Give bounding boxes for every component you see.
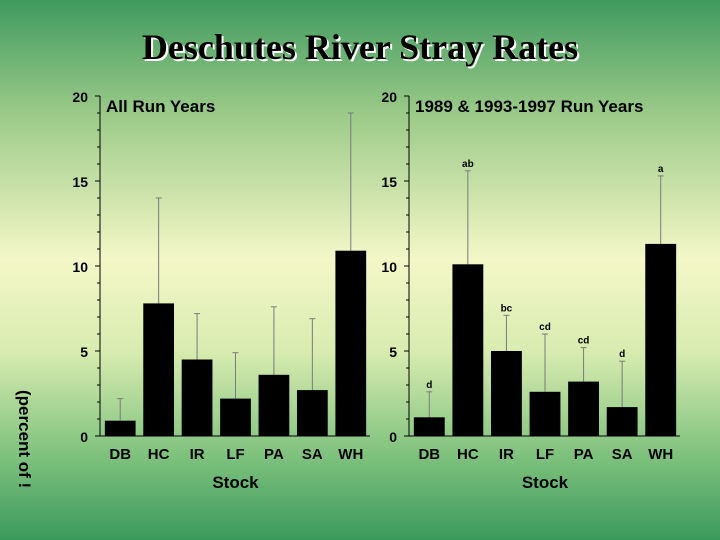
x-tick-label: DB bbox=[109, 446, 131, 463]
bar-hc bbox=[452, 264, 484, 436]
y-tick-label: 15 bbox=[381, 174, 397, 190]
bar-sa bbox=[606, 407, 638, 436]
bar-hc bbox=[143, 303, 175, 436]
bar-pa bbox=[258, 374, 290, 436]
bar-wh bbox=[335, 250, 367, 436]
significance-letter: d bbox=[426, 380, 432, 391]
x-tick-label: WH bbox=[338, 446, 363, 463]
y-tick-label: 10 bbox=[72, 259, 88, 275]
y-tick-label: 5 bbox=[389, 344, 397, 360]
y-tick-label: 15 bbox=[72, 174, 88, 190]
significance-letter: a bbox=[658, 164, 664, 175]
y-tick-label: 5 bbox=[80, 344, 88, 360]
x-tick-label: SA bbox=[612, 446, 633, 463]
x-axis-label: Stock bbox=[212, 473, 259, 492]
y-tick-label: 0 bbox=[389, 429, 397, 445]
panel-title: All Run Years bbox=[106, 97, 215, 116]
x-tick-label: PA bbox=[264, 446, 284, 463]
x-tick-label: IR bbox=[499, 446, 514, 463]
significance-letter: d bbox=[619, 349, 625, 360]
bar-sa bbox=[296, 390, 328, 436]
y-tick-label: 20 bbox=[381, 89, 397, 105]
panel-title: 1989 & 1993-1997 Run Years bbox=[415, 97, 643, 116]
x-tick-label: DB bbox=[418, 446, 440, 463]
significance-letter: ab bbox=[462, 159, 474, 170]
bar-ir bbox=[181, 359, 213, 436]
bar-lf bbox=[529, 391, 561, 436]
bar-lf bbox=[220, 398, 251, 436]
x-tick-label: HC bbox=[457, 446, 479, 463]
x-tick-label: SA bbox=[302, 446, 323, 463]
bar-db bbox=[413, 417, 445, 436]
significance-letter: cd bbox=[578, 336, 590, 347]
page-title: Deschutes River Stray Rates bbox=[141, 27, 579, 67]
x-tick-label: LF bbox=[536, 446, 554, 463]
x-tick-label: WH bbox=[648, 446, 673, 463]
significance-letter: bc bbox=[501, 303, 513, 314]
bar-wh bbox=[645, 243, 677, 436]
y-tick-label: 20 bbox=[72, 89, 88, 105]
bar-db bbox=[104, 420, 136, 436]
bar-ir bbox=[491, 351, 522, 436]
bar-pa bbox=[568, 381, 599, 436]
significance-letter: cd bbox=[539, 322, 551, 333]
x-tick-label: HC bbox=[148, 446, 170, 463]
x-tick-label: LF bbox=[226, 446, 244, 463]
x-axis-label: Stock bbox=[522, 473, 569, 492]
y-tick-label: 0 bbox=[80, 429, 88, 445]
x-tick-label: PA bbox=[574, 446, 594, 463]
x-tick-label: IR bbox=[190, 446, 205, 463]
y-tick-label: 10 bbox=[381, 259, 397, 275]
